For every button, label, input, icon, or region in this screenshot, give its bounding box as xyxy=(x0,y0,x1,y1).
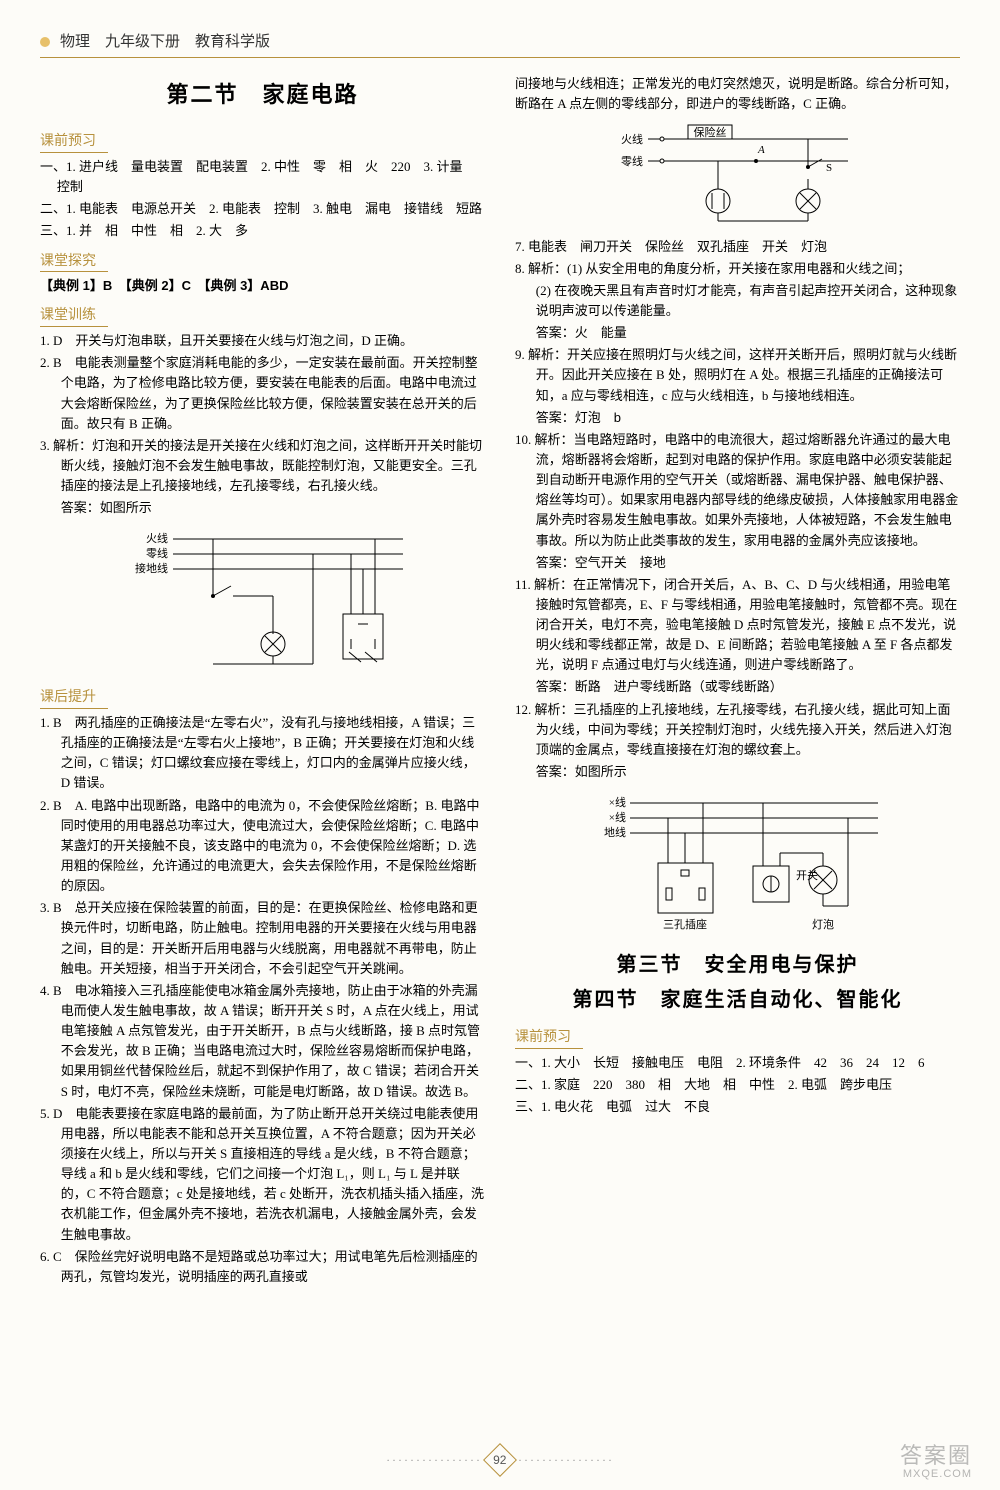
section-2-title: 第二节 家庭电路 xyxy=(40,78,485,112)
watermark-big: 答案圈 xyxy=(900,1444,972,1468)
d1-di: 接地线 xyxy=(135,561,168,575)
keqian-line: 三、1. 并 相 中性 相 2. 大 多 xyxy=(40,221,485,241)
q12-answer: 答案：如图所示 xyxy=(515,762,960,782)
q12-analysis: 12. 解析：三孔插座的上孔接地线，左孔接零线，右孔接火线，据此可知上面为火线，… xyxy=(515,700,960,760)
circuit-diagram-3: ×线 ×线 地线 三孔插座 xyxy=(588,788,888,938)
watermark: 答案圈 MXQE.COM xyxy=(900,1444,972,1480)
q11-block: 11. 解析：在正常情况下，闭合开关后，A、B、C、D 与火线相通，用验电笔接触… xyxy=(515,575,960,676)
q9-block: 9. 解析：开关应接在照明灯与火线之间，这样开关断开后，照明灯就与火线断开。因此… xyxy=(515,345,960,405)
circuit-diagram-1: 火线 零线 接地线 xyxy=(113,524,413,674)
d3-x2: ×线 xyxy=(608,810,625,824)
right-qa-block: 7. 电能表 闸刀开关 保险丝 双孔插座 开关 灯泡 8. 解析：(1) 从安全… xyxy=(515,237,960,279)
q11-analysis: 11. 解析：在正常情况下，闭合开关后，A、B、C、D 与火线相通，用验电笔接触… xyxy=(515,575,960,676)
section-3-title: 第三节 安全用电与保护 xyxy=(515,950,960,981)
d2-huo: 火线 xyxy=(621,132,643,146)
kehou-item: 1. B 两孔插座的正确接法是“左零右火”，没有孔与接地线相接，A 错误；三孔插… xyxy=(40,713,485,794)
train-item: 1. D 开关与灯泡串联，且开关要接在火线与灯泡之间，D 正确。 xyxy=(40,331,485,351)
train-item: 2. B 电能表测量整个家庭消耗电能的多少，一定安装在最前面。开关控制整个电路，… xyxy=(40,353,485,434)
kehou-item: 3. B 总开关应接在保险装置的前面，目的是：在更换保险丝、检修电路和更换元件时… xyxy=(40,898,485,979)
kehou-item: 5. D 电能表要接在家庭电路的最前面，为了防止断开总开关绕过电能表使用用电器，… xyxy=(40,1104,485,1245)
d1-huo: 火线 xyxy=(146,531,168,545)
q11-answer: 答案：断路 进户零线断路（或零线断路） xyxy=(515,677,960,697)
q10-analysis: 10. 解析：当电路短路时，电路中的电流很大，超过熔断器允许通过的最大电流，熔断… xyxy=(515,430,960,551)
answer-3-label: 答案：如图所示 xyxy=(40,498,485,518)
sec34-line: 三、1. 电火花 电弧 过大 不良 xyxy=(515,1097,960,1117)
keqian-line: 一、1. 进户线 量电装置 配电装置 2. 中性 零 相 火 220 3. 计量… xyxy=(40,157,485,197)
ketang-train-heading: 课堂训练 xyxy=(40,304,108,327)
right-column: 间接地与火线相连；正常发光的电灯突然熄灭，说明是断路。综合分析可知，断路在 A … xyxy=(515,72,960,1289)
page-header: 物理 九年级下册 教育科学版 xyxy=(40,30,960,58)
d3-x1: ×线 xyxy=(608,795,625,809)
d2-ling: 零线 xyxy=(621,154,643,168)
svg-text:A: A xyxy=(757,144,765,156)
keqian-line: 二、1. 电能表 电源总开关 2. 电能表 控制 3. 触电 漏电 接错线 短路 xyxy=(40,199,485,219)
d3-switch: 开关 xyxy=(796,868,818,882)
q8-analysis-2: (2) 在夜晚天黑且有声音时灯才能亮，有声音引起声控开关闭合，这种现象说明声波可… xyxy=(515,281,960,321)
q7: 7. 电能表 闸刀开关 保险丝 双孔插座 开关 灯泡 xyxy=(515,237,960,257)
kehou-heading: 课后提升 xyxy=(40,686,108,709)
d3-lamp: 灯泡 xyxy=(812,917,834,931)
q10-answer: 答案：空气开关 接地 xyxy=(515,553,960,573)
q6-continuation: 间接地与火线相连；正常发光的电灯突然熄灭，说明是断路。综合分析可知，断路在 A … xyxy=(515,74,960,114)
sec34-block: 一、1. 大小 长短 接触电压 电阻 2. 环境条件 42 36 24 12 6… xyxy=(515,1053,960,1117)
d1-ling: 零线 xyxy=(146,546,168,560)
sec34-keqian-heading: 课前预习 xyxy=(515,1026,583,1049)
q12-block: 12. 解析：三孔插座的上孔接地线，左孔接零线，右孔接火线，据此可知上面为火线，… xyxy=(515,700,960,760)
sec34-line: 一、1. 大小 长短 接触电压 电阻 2. 环境条件 42 36 24 12 6 xyxy=(515,1053,960,1073)
keqian-heading: 课前预习 xyxy=(40,130,108,153)
keqian-block: 一、1. 进户线 量电装置 配电装置 2. 中性 零 相 火 220 3. 计量… xyxy=(40,157,485,242)
kehou-item: 6. C 保险丝完好说明电路不是短路或总功率过大；用试电笔先后检测插座的两孔，氖… xyxy=(40,1247,485,1287)
section-4-title: 第四节 家庭生活自动化、智能化 xyxy=(515,985,960,1016)
d3-socket: 三孔插座 xyxy=(663,917,707,931)
page-footer: 92 xyxy=(0,1448,1000,1472)
d3-di: 地线 xyxy=(604,825,626,839)
q9-answer: 答案：灯泡 b xyxy=(515,408,960,428)
svg-text:S: S xyxy=(826,162,832,174)
kehou-item: 2. B A. 电路中出现断路，电路中的电流为 0，不会使保险丝熔断；B. 电路… xyxy=(40,796,485,897)
left-column: 第二节 家庭电路 课前预习 一、1. 进户线 量电装置 配电装置 2. 中性 零… xyxy=(40,72,485,1289)
q8-analysis: 8. 解析：(1) 从安全用电的角度分析，开关接在家用电器和火线之间； xyxy=(515,259,960,279)
kehou-item: 4. B 电冰箱接入三孔插座能使电冰箱金属外壳接地，防止由于冰箱的外壳漏电而使人… xyxy=(40,981,485,1102)
ketang-train-block: 1. D 开关与灯泡串联，且开关要接在火线与灯泡之间，D 正确。 2. B 电能… xyxy=(40,331,485,496)
q8-answer: 答案：火 能量 xyxy=(515,323,960,343)
content-columns: 第二节 家庭电路 课前预习 一、1. 进户线 量电装置 配电装置 2. 中性 零… xyxy=(40,72,960,1289)
ketang-examples: 【典例 1】B 【典例 2】C 【典例 3】ABD xyxy=(40,276,485,296)
q9-analysis: 9. 解析：开关应接在照明灯与火线之间，这样开关断开后，照明灯就与火线断开。因此… xyxy=(515,345,960,405)
kehou-block: 1. B 两孔插座的正确接法是“左零右火”，没有孔与接地线相接，A 错误；三孔插… xyxy=(40,713,485,1287)
ketang-heading: 课堂探究 xyxy=(40,250,108,273)
page-number: 92 xyxy=(493,1449,506,1471)
train-item: 3. 解析：灯泡和开关的接法是开关接在火线和灯泡之间，这样断开开关时能切断火线，… xyxy=(40,436,485,496)
d2-fuse: 保险丝 xyxy=(693,125,726,139)
q10-block: 10. 解析：当电路短路时，电路中的电流很大，超过熔断器允许通过的最大电流，熔断… xyxy=(515,430,960,551)
circuit-diagram-2: 火线 保险丝 零线 A xyxy=(608,121,868,231)
sec34-line: 二、1. 家庭 220 380 相 大地 相 中性 2. 电弧 跨步电压 xyxy=(515,1075,960,1095)
header-text: 物理 九年级下册 教育科学版 xyxy=(60,30,270,53)
header-dot-icon xyxy=(40,37,50,47)
